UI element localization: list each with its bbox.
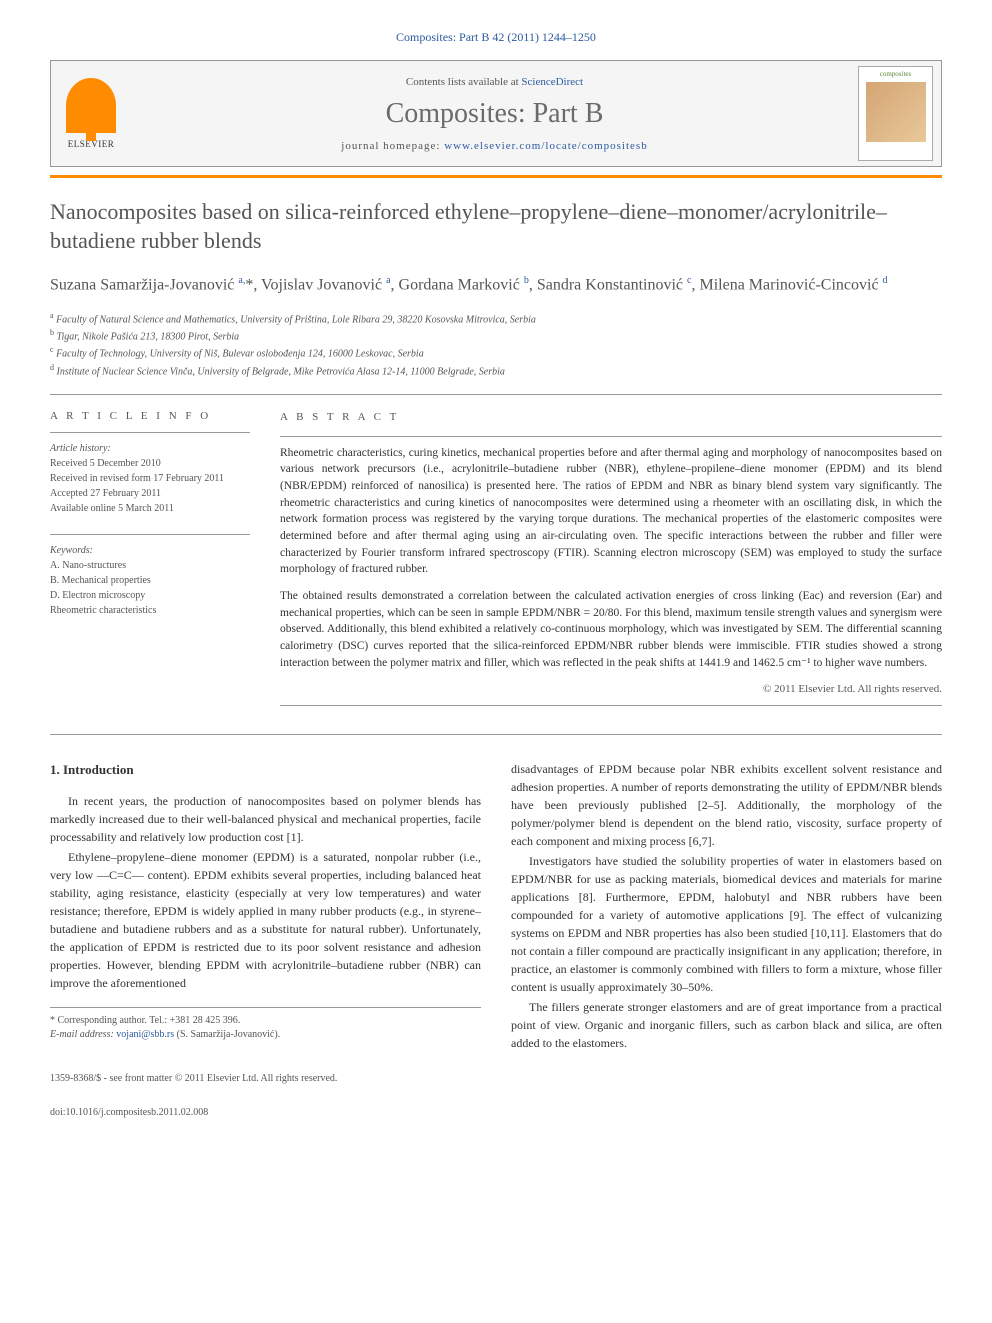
body-paragraph: Investigators have studied the solubilit… — [511, 852, 942, 996]
journal-name: Composites: Part B — [131, 98, 858, 130]
history-label: Article history: — [50, 441, 250, 456]
contents-prefix: Contents lists available at — [406, 76, 521, 88]
authors-list: Suzana Samaržija-Jovanović a,*, Vojislav… — [50, 273, 942, 297]
affiliations-list: a Faculty of Natural Science and Mathema… — [50, 310, 942, 379]
abstract-paragraph: The obtained results demonstrated a corr… — [280, 588, 942, 671]
article-info-column: A R T I C L E I N F O Article history: R… — [50, 410, 250, 715]
abstract-column: A B S T R A C T Rheometric characteristi… — [280, 410, 942, 715]
section-heading-intro: 1. Introduction — [50, 760, 481, 780]
header-center: Contents lists available at ScienceDirec… — [131, 66, 858, 162]
affiliation-item: a Faculty of Natural Science and Mathema… — [50, 310, 942, 327]
abstract-copyright: © 2011 Elsevier Ltd. All rights reserved… — [280, 682, 942, 698]
affiliation-item: b Tigar, Nikole Pašića 213, 18300 Pirot,… — [50, 327, 942, 344]
orange-divider-bar — [50, 175, 942, 178]
article-history-block: Article history: Received 5 December 201… — [50, 441, 250, 516]
sciencedirect-link[interactable]: ScienceDirect — [521, 76, 583, 88]
body-paragraph: Ethylene–propylene–diene monomer (EPDM) … — [50, 848, 481, 992]
publisher-logo: ELSEVIER — [51, 69, 131, 159]
keywords-label: Keywords: — [50, 543, 250, 558]
corresponding-author-footnote: * Corresponding author. Tel.: +381 28 42… — [50, 1007, 481, 1042]
history-item: Received in revised form 17 February 201… — [50, 471, 250, 486]
header-citation: Composites: Part B 42 (2011) 1244–1250 — [50, 30, 942, 45]
affiliation-item: c Faculty of Technology, University of N… — [50, 344, 942, 361]
body-paragraph: The fillers generate stronger elastomers… — [511, 998, 942, 1052]
keywords-block: Keywords: A. Nano-structures B. Mechanic… — [50, 543, 250, 618]
meta-abstract-row: A R T I C L E I N F O Article history: R… — [50, 410, 942, 715]
homepage-line: journal homepage: www.elsevier.com/locat… — [131, 140, 858, 152]
body-paragraph: disadvantages of EPDM because polar NBR … — [511, 760, 942, 850]
homepage-prefix: journal homepage: — [341, 140, 444, 152]
keyword-item: B. Mechanical properties — [50, 573, 250, 588]
abstract-paragraph: Rheometric characteristics, curing kinet… — [280, 445, 942, 578]
history-item: Accepted 27 February 2011 — [50, 486, 250, 501]
divider — [280, 705, 942, 706]
affiliation-item: d Institute of Nuclear Science Vinča, Un… — [50, 362, 942, 379]
article-title: Nanocomposites based on silica-reinforce… — [50, 198, 942, 255]
divider — [280, 436, 942, 437]
elsevier-tree-icon — [66, 78, 116, 133]
divider — [50, 534, 250, 535]
article-info-heading: A R T I C L E I N F O — [50, 410, 250, 422]
body-paragraph: In recent years, the production of nanoc… — [50, 792, 481, 846]
divider — [50, 394, 942, 395]
cover-label: composites — [880, 70, 912, 78]
divider — [50, 432, 250, 433]
cover-image-icon — [866, 82, 926, 142]
email-link[interactable]: vojani@sbb.rs — [116, 1029, 174, 1040]
history-item: Received 5 December 2010 — [50, 456, 250, 471]
journal-cover-thumbnail: composites — [858, 66, 933, 161]
keyword-item: Rheometric characteristics — [50, 603, 250, 618]
corresponding-line: * Corresponding author. Tel.: +381 28 42… — [50, 1014, 481, 1028]
keyword-item: D. Electron microscopy — [50, 588, 250, 603]
footer-doi-line: doi:10.1016/j.compositesb.2011.02.008 — [50, 1106, 942, 1120]
footer-issn-line: 1359-8368/$ - see front matter © 2011 El… — [50, 1072, 942, 1086]
journal-header-bar: ELSEVIER Contents lists available at Sci… — [50, 60, 942, 167]
abstract-heading: A B S T R A C T — [280, 410, 942, 426]
homepage-url[interactable]: www.elsevier.com/locate/compositesb — [444, 140, 648, 152]
keyword-item: A. Nano-structures — [50, 558, 250, 573]
email-line: E-mail address: vojani@sbb.rs (S. Samarž… — [50, 1028, 481, 1042]
contents-available-line: Contents lists available at ScienceDirec… — [131, 76, 858, 88]
body-two-column: 1. Introduction In recent years, the pro… — [50, 760, 942, 1052]
section-divider — [50, 734, 942, 735]
email-owner: (S. Samaržija-Jovanović). — [177, 1029, 281, 1040]
email-label: E-mail address: — [50, 1029, 114, 1040]
history-item: Available online 5 March 2011 — [50, 501, 250, 516]
